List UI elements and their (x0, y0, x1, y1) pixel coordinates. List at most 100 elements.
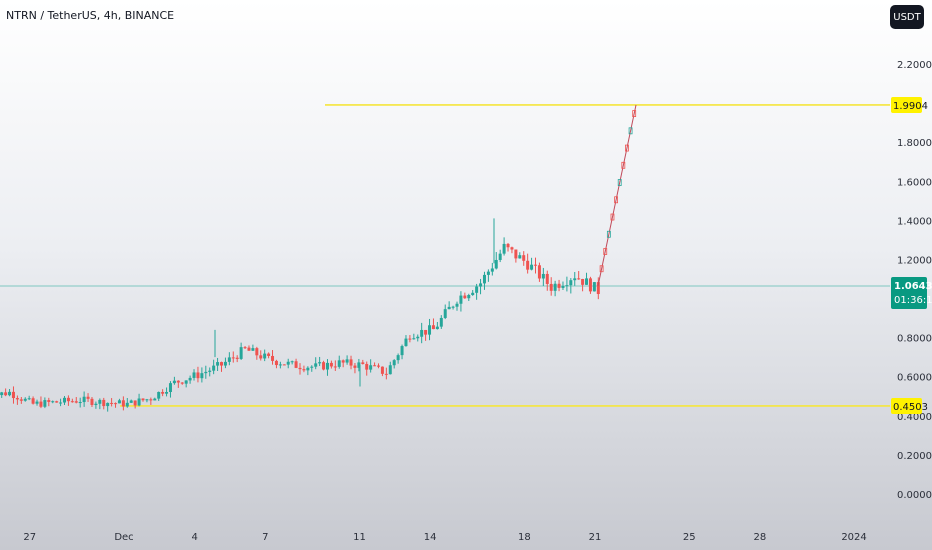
candle-body (110, 402, 114, 404)
y-tick-label: 1.2000 (897, 255, 932, 266)
candle-body (243, 347, 247, 349)
candle-body (420, 329, 424, 337)
candle-body (39, 401, 43, 407)
candle-body (361, 362, 365, 364)
projection-candle (621, 161, 626, 169)
x-tick-label: 21 (589, 532, 602, 543)
candle-body (396, 355, 400, 361)
candle-body (412, 338, 416, 340)
candle-body (553, 283, 557, 291)
level-price-badge (891, 397, 922, 414)
current-price-badge (891, 276, 927, 309)
candle-body (345, 359, 349, 363)
candle-body (0, 392, 4, 396)
candle-body (247, 347, 251, 351)
x-tick-label: 18 (518, 532, 531, 543)
countdown-label: 01:36:18 (894, 295, 932, 306)
candle-body (537, 265, 541, 279)
candle-body (106, 402, 110, 407)
candle-body (510, 247, 514, 250)
currency-button[interactable]: USDT (890, 5, 924, 29)
projection-candle (628, 127, 633, 135)
candle-body (314, 363, 318, 367)
candle-body (168, 383, 172, 392)
x-tick-label: 25 (683, 532, 696, 543)
candle-body (357, 362, 361, 368)
candle-body (145, 399, 149, 401)
y-tick-label: 0.2000 (897, 451, 932, 462)
candle-body (59, 402, 63, 404)
candle-body (341, 360, 345, 363)
candle-body (196, 372, 200, 379)
y-tick-label: 0.4000 (897, 412, 932, 423)
candle-body (408, 338, 412, 340)
candle-body (545, 273, 549, 284)
candle-body (172, 380, 176, 384)
candle-body (149, 399, 153, 401)
candle-body (490, 268, 494, 272)
candle-body (11, 391, 15, 399)
candle-body (428, 325, 432, 335)
candle-body (263, 353, 267, 359)
candle-body (78, 402, 82, 404)
projection-line[interactable] (597, 104, 637, 287)
candle-body (565, 285, 569, 287)
candle-body (333, 366, 337, 368)
candle-body (267, 353, 271, 356)
candle-body (518, 255, 522, 259)
current-price-label: 1.0643 (894, 281, 932, 292)
candle-body (302, 369, 306, 371)
candle-body (380, 366, 384, 374)
candle-body (165, 391, 169, 394)
candle-body (271, 355, 275, 361)
candle-body (424, 329, 428, 335)
candle-body (549, 283, 553, 291)
projection-candle (632, 110, 637, 117)
candle-body (557, 283, 561, 288)
projection-candle (606, 230, 611, 238)
candle-body (121, 400, 125, 407)
candle-body (133, 400, 137, 406)
candle-body (298, 367, 302, 370)
candle-body (114, 403, 118, 405)
candle-body (188, 377, 192, 381)
candle-body (35, 401, 39, 404)
candle-body (482, 274, 486, 284)
candle-body (541, 273, 545, 279)
candle-body (98, 399, 102, 404)
candle-body (235, 357, 239, 359)
candle-body (239, 347, 243, 359)
candle-body (23, 398, 27, 401)
x-tick-label: 2024 (841, 532, 866, 543)
candle-body (90, 398, 94, 405)
x-tick-label: Dec (114, 532, 133, 543)
chart-title: NTRN / TetherUS, 4h, BINANCE (6, 9, 175, 22)
candle-body (63, 397, 66, 403)
candle-body (82, 396, 86, 403)
candle-body (43, 400, 47, 407)
candle-body (349, 359, 353, 366)
candles-layer (0, 218, 600, 412)
candle-body (55, 401, 59, 403)
candle-body (204, 371, 208, 374)
candle-body (125, 402, 129, 407)
candle-body (439, 317, 443, 327)
candle-body (392, 360, 396, 366)
candle-body (585, 278, 589, 285)
candle-body (70, 401, 74, 403)
candle-body (15, 398, 19, 400)
candle-body (212, 365, 216, 371)
candle-body (463, 295, 467, 299)
projection-candle (614, 196, 618, 204)
candle-body (522, 255, 526, 261)
candle-body (66, 397, 70, 402)
candle-body (47, 400, 51, 402)
candle-body (129, 400, 133, 403)
projection-candle (610, 213, 615, 221)
y-tick-label: 0.8000 (897, 334, 932, 345)
candle-body (282, 364, 286, 366)
candle-body (86, 396, 90, 399)
candle-body (274, 360, 278, 366)
candle-body (208, 370, 212, 372)
level-price-badge (891, 96, 922, 113)
